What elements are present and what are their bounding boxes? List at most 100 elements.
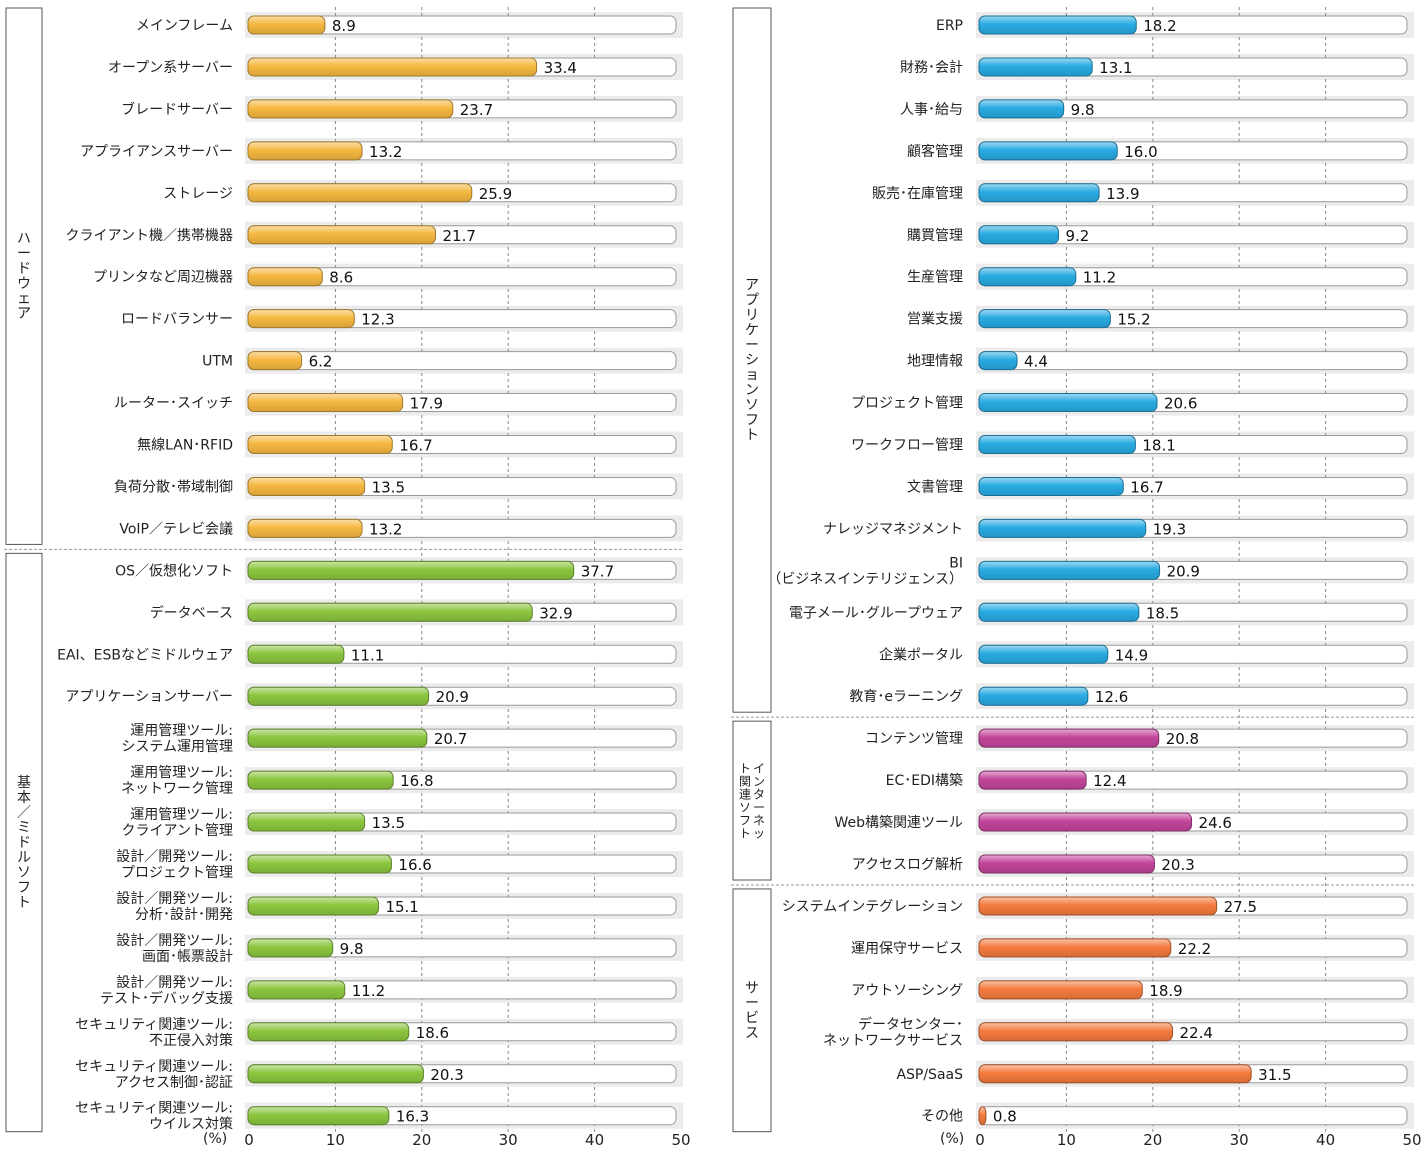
group-label-char: ／: [17, 805, 31, 821]
value-label: 21.7: [442, 227, 475, 245]
value-label: 18.1: [1142, 437, 1175, 455]
group-label-char: ア: [17, 306, 31, 322]
group-box: [732, 888, 772, 1133]
category-label: システムインテグレーション: [782, 899, 963, 915]
value-label: 20.8: [1166, 730, 1199, 748]
category-label: VoIP／テレビ会議: [119, 520, 233, 537]
category-label: アクセスログ解析: [852, 857, 963, 873]
category-label: 顧客管理: [907, 143, 963, 160]
group-label-char: ウ: [17, 276, 31, 292]
bar: [247, 896, 379, 916]
group-label-char: ケ: [745, 323, 759, 339]
value-label: 18.5: [1146, 604, 1179, 622]
bar-track: [978, 1106, 1408, 1126]
category-label: 営業支援: [907, 312, 963, 328]
bar: [978, 1022, 1174, 1042]
category-label: 文書管理: [907, 479, 963, 495]
value-label: 33.4: [544, 59, 577, 77]
value-label: 14.9: [1115, 646, 1148, 664]
value-label: 15.1: [385, 898, 418, 916]
group-label-char: リ: [745, 308, 759, 324]
bar: [247, 476, 366, 496]
bar: [247, 938, 334, 958]
category-label: オープン系サーバー: [108, 60, 233, 76]
group-label-char: プ: [745, 293, 759, 309]
x-tick-label: 0: [244, 1131, 254, 1149]
group-label-char: フ: [745, 413, 759, 429]
group-label-char: ネ: [753, 814, 765, 828]
group-label-char: ン: [745, 383, 759, 399]
category-label: データセンター･: [858, 1016, 963, 1033]
group-label-char: シ: [745, 353, 759, 369]
group-label-char: ス: [745, 1025, 759, 1041]
category-label: セキュリティ関連ツール:: [75, 1059, 233, 1075]
category-label: アクセス制御･認証: [115, 1075, 233, 1091]
value-label: 25.9: [479, 185, 512, 203]
value-label: 9.8: [340, 940, 364, 958]
category-label: BI: [949, 555, 963, 571]
value-label: 19.3: [1153, 520, 1186, 538]
group-label-char: ハ: [17, 231, 31, 247]
x-tick-label: 10: [326, 1131, 345, 1149]
value-label: 13.5: [372, 814, 405, 832]
bar: [978, 57, 1093, 77]
category-label: Web構築関連ツール: [834, 815, 963, 831]
value-label: 13.2: [369, 520, 402, 538]
value-label: 9.8: [1071, 101, 1095, 119]
category-label: ネットワーク管理: [121, 781, 233, 797]
value-label: 17.9: [410, 395, 443, 413]
group-label-char: フ: [739, 814, 751, 828]
bar: [247, 644, 345, 664]
group-label-char: ー: [745, 338, 759, 354]
category-label: プロジェクト管理: [851, 396, 963, 412]
category-label: クライアント機／携帯機器: [66, 228, 233, 244]
bar: [978, 812, 1193, 832]
category-label: ナレッジマネジメント: [823, 521, 963, 537]
category-label: システム運用管理: [121, 739, 233, 755]
bar: [247, 854, 392, 874]
category-label: ルーター･スイッチ: [114, 396, 233, 412]
category-label: （ビジネスインテリジェンス）: [767, 571, 963, 587]
value-label: 8.9: [332, 17, 356, 35]
category-label: 人事･給与: [900, 102, 963, 118]
group-label-char: サ: [745, 980, 759, 996]
category-label: アウトソーシング: [851, 983, 963, 999]
bar: [978, 1106, 987, 1126]
bar: [978, 393, 1158, 413]
bar: [978, 980, 1143, 1000]
bar: [247, 141, 363, 161]
group-label-char: 連: [739, 788, 751, 802]
category-label: UTM: [202, 354, 233, 370]
category-label: ロードバランサー: [121, 312, 233, 328]
value-label: 18.6: [416, 1024, 449, 1042]
bar: [978, 560, 1161, 580]
category-label: 負荷分散･帯域制御: [114, 479, 233, 495]
category-label: 設計／開発ツール:: [116, 891, 233, 907]
group-label-char: ア: [745, 278, 759, 294]
value-label: 13.5: [372, 478, 405, 496]
group-box: [732, 720, 772, 881]
category-label: OS／仮想化ソフト: [115, 563, 233, 579]
value-label: 16.7: [1130, 478, 1163, 496]
value-label: 4.4: [1024, 353, 1048, 371]
value-label: 15.2: [1117, 311, 1150, 329]
x-tick-label: 10: [1057, 1131, 1076, 1149]
value-label: 20.3: [1161, 856, 1194, 874]
category-label: プロジェクト管理: [121, 865, 233, 881]
value-label: 16.3: [396, 1108, 429, 1126]
category-label: 運用管理ツール:: [130, 723, 233, 739]
bar: [978, 183, 1100, 203]
category-label: 無線LAN･RFID: [137, 438, 233, 454]
group-label-char: 関: [739, 775, 751, 789]
group-label-char: ビ: [745, 1010, 759, 1026]
bar: [247, 770, 394, 790]
group-label-char: ト: [739, 827, 751, 841]
group-label-char: ド: [17, 261, 31, 277]
unit-label: (%): [940, 1131, 964, 1147]
group-label-char: ッ: [753, 827, 765, 841]
category-label: EC･EDI構築: [886, 773, 963, 789]
group-label-char: ー: [753, 801, 765, 815]
value-label: 9.2: [1065, 227, 1089, 245]
category-label: ERP: [936, 18, 963, 34]
